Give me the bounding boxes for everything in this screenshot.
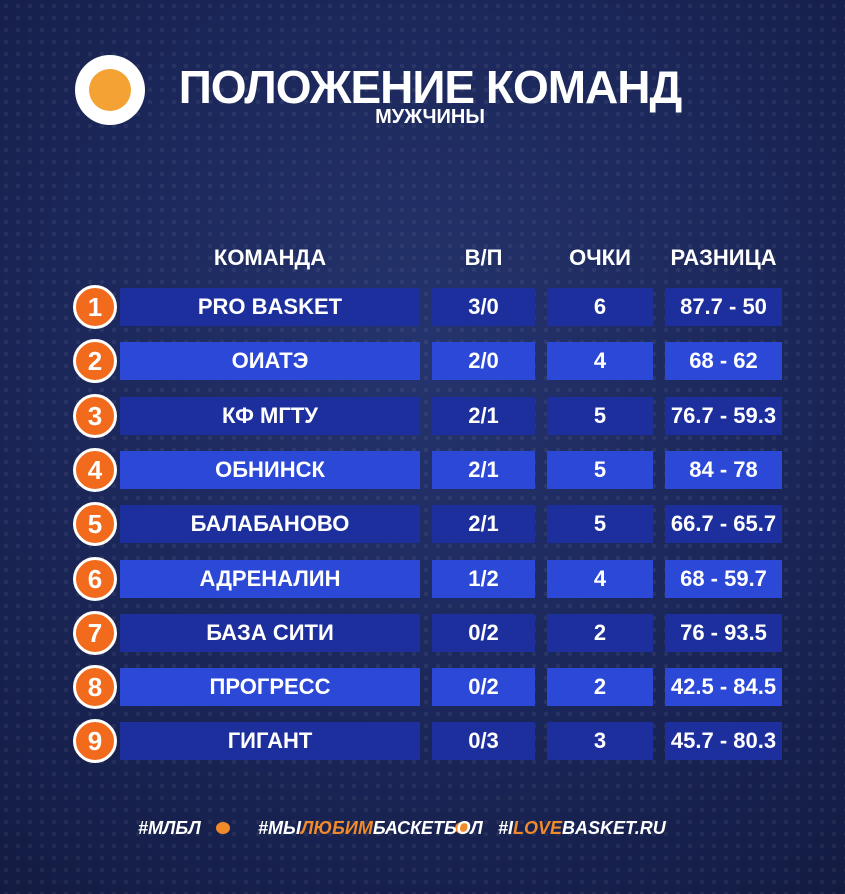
table-cell: 42.5 - 84.5 xyxy=(665,668,782,707)
table-cell: 0/2 xyxy=(432,668,535,707)
table-cell: 76 - 93.5 xyxy=(665,613,782,652)
table-cell: 45.7 - 80.3 xyxy=(665,722,782,761)
table-cell: 0/3 xyxy=(432,722,535,761)
rank-badge: 1 xyxy=(73,285,117,329)
rank-badge: 6 xyxy=(73,556,117,601)
hashtag-part: БАСКЕТБОЛ xyxy=(372,818,483,838)
table-cell: 5 xyxy=(547,450,653,489)
title: ПОЛОЖЕНИЕ КОМАНД xyxy=(178,61,683,113)
hashtag: #МЛБЛ xyxy=(138,818,201,839)
table-cell: ПРОГРЕСС xyxy=(120,668,420,707)
column-header: РАЗНИЦА xyxy=(670,245,777,270)
column-header: В/П xyxy=(464,245,503,270)
table-cell: КФ МГТУ xyxy=(120,396,420,435)
rank-badge: 5 xyxy=(73,502,117,547)
table-cell: 3/0 xyxy=(432,288,535,326)
table-cell: 2/0 xyxy=(432,342,535,381)
hashtag-part: LOVE xyxy=(513,818,563,838)
table-cell: АДРЕНАЛИН xyxy=(120,559,420,598)
hashtag-part: ЛЮБИМ xyxy=(301,818,373,838)
rank-badge: 2 xyxy=(73,339,117,384)
table-cell: 3 xyxy=(547,722,653,761)
ball-icon xyxy=(216,822,230,834)
ball-icon xyxy=(455,822,469,834)
table-cell: PRO BASKET xyxy=(120,288,420,326)
table-cell: БАЗА СИТИ xyxy=(120,613,420,652)
table-cell: 5 xyxy=(547,505,653,544)
hashtag-part: #I xyxy=(498,818,514,838)
table-cell: 5 xyxy=(547,396,653,435)
table-cell: 0/2 xyxy=(432,613,535,652)
table-cell: 2/1 xyxy=(432,396,535,435)
hashtag-part: BASKET.RU xyxy=(562,818,666,838)
table-cell: 68 - 59.7 xyxy=(665,559,782,598)
logo xyxy=(75,55,145,125)
table-cell: 84 - 78 xyxy=(665,450,782,489)
table-cell: ОИАТЭ xyxy=(120,342,420,381)
table-cell: 1/2 xyxy=(432,559,535,598)
table-cell: 4 xyxy=(547,559,653,598)
rank-badge: 9 xyxy=(73,719,117,764)
hashtag: #МЫЛЮБИМБАСКЕТБОЛ xyxy=(258,818,483,839)
column-header: ОЧКИ xyxy=(569,245,631,270)
table-cell: 2 xyxy=(547,613,653,652)
hashtag: #ILOVEBASKET.RU xyxy=(498,818,666,839)
rank-badge: 4 xyxy=(73,447,117,492)
hashtag-part: #МЛБЛ xyxy=(138,818,201,838)
table-cell: 2 xyxy=(547,668,653,707)
rank-badge: 7 xyxy=(73,610,117,655)
table-cell: 68 - 62 xyxy=(665,342,782,381)
table-cell: 76.7 - 59.3 xyxy=(665,396,782,435)
table-cell: 6 xyxy=(547,288,653,326)
table-cell: БАЛАБАНОВО xyxy=(120,505,420,544)
table-cell: 2/1 xyxy=(432,450,535,489)
hashtag-part: #МЫ xyxy=(258,818,302,838)
subtitle: МУЖЧИНЫ xyxy=(375,106,485,128)
table-cell: ГИГАНТ xyxy=(120,722,420,761)
table-cell: 66.7 - 65.7 xyxy=(665,505,782,544)
table-cell: 4 xyxy=(547,342,653,381)
table-cell: ОБНИНСК xyxy=(120,450,420,489)
rank-badge: 8 xyxy=(73,665,117,710)
table-cell: 87.7 - 50 xyxy=(665,288,782,326)
column-header: КОМАНДА xyxy=(213,245,327,270)
rank-badge: 3 xyxy=(73,393,117,438)
table-cell: 2/1 xyxy=(432,505,535,544)
